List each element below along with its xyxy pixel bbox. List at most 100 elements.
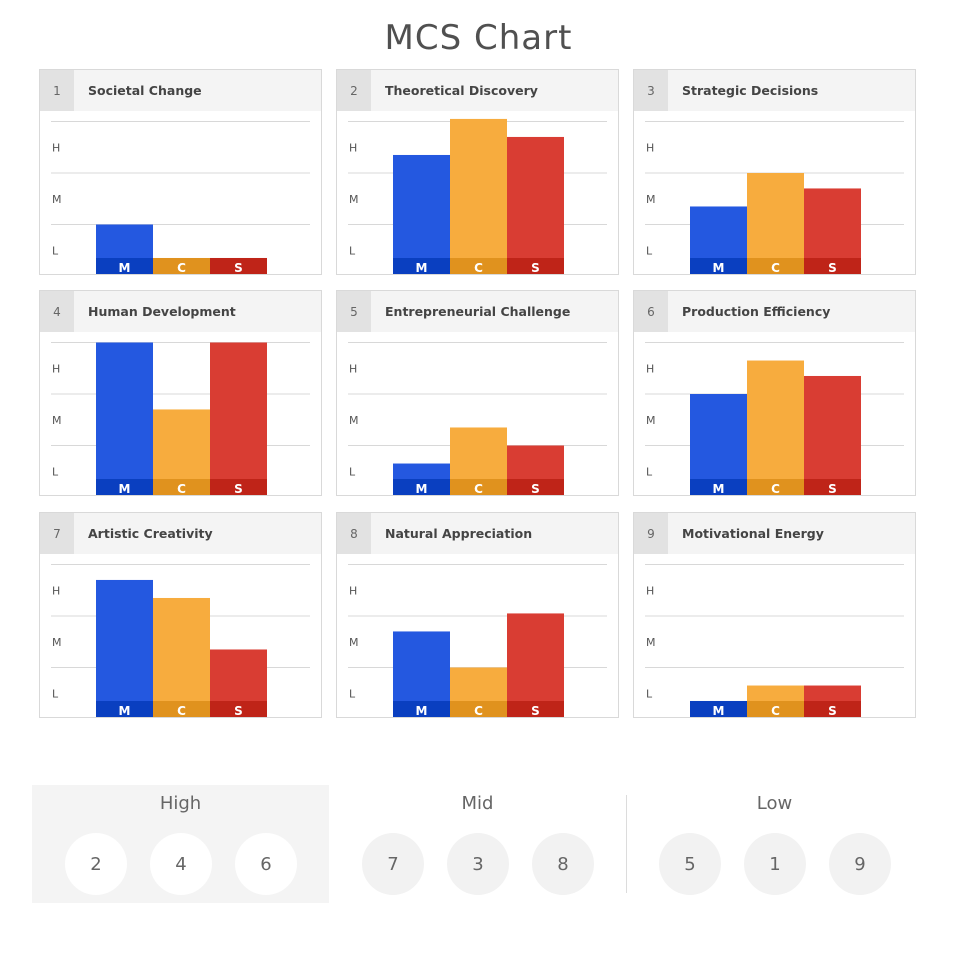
bar-label-band — [450, 701, 507, 717]
bar-label-band — [450, 479, 507, 495]
bar-label-band — [210, 701, 267, 717]
bar-category-label: M — [713, 261, 725, 274]
chart-card-header: 3 Strategic Decisions — [634, 70, 915, 111]
group-label: Low — [756, 793, 793, 814]
bar-chart: L M H M C S — [51, 342, 310, 496]
y-tick-label: M — [349, 636, 359, 649]
bar-label-band — [507, 479, 564, 495]
bar-c[interactable] — [450, 118, 507, 274]
bar-label-band — [747, 479, 804, 495]
chart-number-circle[interactable]: 6 — [235, 833, 297, 895]
bar-m[interactable] — [96, 579, 153, 717]
bar-category-label: C — [474, 261, 483, 274]
bar-chart: L M H M C S — [645, 564, 904, 717]
chart-card-number: 7 — [40, 513, 74, 554]
bar-s[interactable] — [507, 613, 564, 717]
chart-card-title: Theoretical Discovery — [385, 83, 538, 98]
chart-card-title: Production Efficiency — [682, 304, 831, 319]
bar-label-band — [804, 258, 861, 274]
chart-number-circle[interactable]: 9 — [829, 833, 891, 895]
chart-number-circle[interactable]: 4 — [150, 833, 212, 895]
y-tick-label: M — [646, 636, 656, 649]
bar-m[interactable] — [96, 342, 153, 496]
bar-c[interactable] — [153, 597, 210, 717]
bar-label-band — [210, 258, 267, 274]
bar-category-label: S — [234, 261, 243, 274]
bar-s[interactable] — [210, 342, 267, 496]
group-high: High 2 4 6 — [32, 785, 329, 903]
bar-label-band — [804, 479, 861, 495]
bar-category-label: M — [119, 261, 131, 274]
ranking-legend: High 2 4 6 Mid 7 3 8 Low 5 1 9 — [32, 785, 924, 905]
chart-card-title: Artistic Creativity — [88, 526, 213, 541]
bar-chart: L M H M C S — [645, 342, 904, 495]
bar-category-label: C — [771, 482, 780, 495]
chart-number-circle[interactable]: 8 — [532, 833, 594, 895]
y-tick-label: M — [646, 414, 656, 427]
page-title: MCS Chart — [384, 18, 573, 58]
y-tick-label: H — [349, 141, 357, 154]
chart-card-title: Societal Change — [88, 83, 202, 98]
chart-card-header: 5 Entrepreneurial Challenge — [337, 291, 618, 332]
y-tick-label: L — [646, 687, 653, 700]
bar-category-label: M — [416, 482, 428, 495]
bar-category-label: C — [771, 261, 780, 274]
y-tick-label: H — [646, 362, 654, 375]
bar-chart: L M H M C S — [348, 564, 607, 717]
y-tick-label: H — [349, 584, 357, 597]
bar-category-label: S — [531, 704, 540, 717]
chart-card-number: 1 — [40, 70, 74, 111]
bar-category-label: C — [177, 704, 186, 717]
chart-card-number: 5 — [337, 291, 371, 332]
chart-card-1: 1 Societal Change L M H M C S — [39, 69, 322, 275]
bar-label-band — [690, 479, 747, 495]
chart-card-number: 3 — [634, 70, 668, 111]
bar-label-band — [210, 479, 267, 495]
chart-card-7: 7 Artistic Creativity L M H M C S — [39, 512, 322, 718]
chart-card-number: 2 — [337, 70, 371, 111]
chart-card-title: Entrepreneurial Challenge — [385, 304, 571, 319]
chart-number-circle[interactable]: 1 — [744, 833, 806, 895]
y-tick-label: M — [52, 414, 62, 427]
chart-card-header: 2 Theoretical Discovery — [337, 70, 618, 111]
bar-label-band — [96, 258, 153, 274]
y-tick-label: H — [349, 362, 357, 375]
chart-number-circle[interactable]: 2 — [65, 833, 127, 895]
chart-card-3: 3 Strategic Decisions L M H M C S — [633, 69, 916, 275]
bar-s[interactable] — [804, 375, 861, 495]
chart-number-circle[interactable]: 7 — [362, 833, 424, 895]
bar-label-band — [393, 258, 450, 274]
bar-m[interactable] — [690, 394, 747, 495]
bar-category-label: C — [177, 261, 186, 274]
bar-s[interactable] — [507, 136, 564, 274]
bar-c[interactable] — [747, 173, 804, 274]
y-tick-label: L — [349, 687, 356, 700]
bar-label-band — [507, 258, 564, 274]
chart-card-header: 6 Production Efficiency — [634, 291, 915, 332]
chart-card-4: 4 Human Development L M H M C S — [39, 290, 322, 496]
bar-category-label: S — [234, 704, 243, 717]
chart-number-circle[interactable]: 3 — [447, 833, 509, 895]
bar-label-band — [393, 701, 450, 717]
bar-category-label: S — [531, 261, 540, 274]
bar-category-label: S — [531, 482, 540, 495]
y-tick-label: M — [349, 193, 359, 206]
bar-category-label: M — [416, 261, 428, 274]
chart-card-header: 9 Motivational Energy — [634, 513, 915, 554]
y-tick-label: L — [349, 465, 356, 478]
y-tick-label: H — [646, 584, 654, 597]
bar-chart: L M H M C S — [51, 121, 310, 274]
bar-c[interactable] — [747, 360, 804, 495]
group-label: High — [159, 793, 202, 814]
group-label: Mid — [461, 793, 494, 814]
y-tick-label: H — [52, 141, 60, 154]
chart-number-circle[interactable]: 5 — [659, 833, 721, 895]
chart-card-6: 6 Production Efficiency L M H M C S — [633, 290, 916, 496]
y-tick-label: H — [52, 362, 60, 375]
y-tick-label: L — [52, 687, 59, 700]
bar-m[interactable] — [393, 154, 450, 274]
chart-card-5: 5 Entrepreneurial Challenge L M H M C S — [336, 290, 619, 496]
bar-chart: L M H M C S — [348, 118, 607, 274]
bar-label-band — [153, 258, 210, 274]
y-tick-label: L — [646, 244, 653, 257]
